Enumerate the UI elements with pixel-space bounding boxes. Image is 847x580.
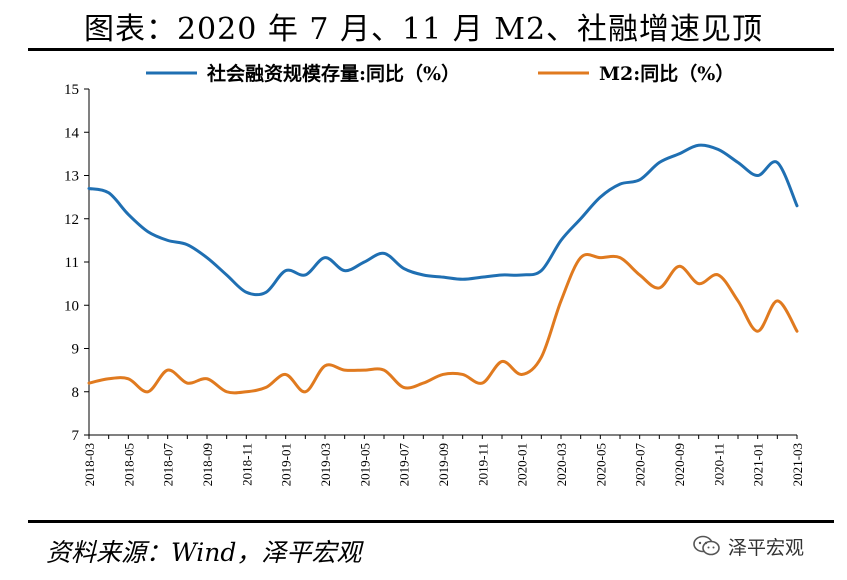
source-note: 资料来源：Wind，泽平宏观 — [46, 538, 362, 567]
x-tick-label: 2019-09 — [436, 443, 451, 486]
x-tick-label: 2018-05 — [121, 443, 136, 486]
x-tick-label: 2021-01 — [751, 443, 766, 486]
chart-title: 图表：2020 年 7 月、11 月 M2、社融增速见顶 — [83, 12, 764, 47]
x-tick-label: 2020-01 — [515, 443, 530, 486]
x-tick-label: 2020-07 — [633, 443, 648, 487]
x-tick-label: 2020-11 — [711, 443, 726, 486]
y-tick-label: 8 — [72, 385, 80, 401]
y-tick-label: 13 — [64, 169, 79, 185]
legend-label-2: M2:同比（%） — [599, 62, 734, 85]
watermark: 泽平宏观 — [692, 532, 804, 560]
x-tick-label: 2019-11 — [475, 443, 490, 486]
y-tick-label: 11 — [65, 255, 79, 271]
series-line-1 — [87, 143, 799, 297]
y-tick-label: 10 — [64, 298, 79, 314]
y-tick-label: 14 — [64, 125, 80, 141]
x-tick-label: 2018-07 — [161, 443, 176, 487]
wechat-icon — [693, 535, 720, 556]
x-tick-label: 2020-05 — [593, 443, 608, 486]
series-line-2 — [87, 253, 799, 395]
x-tick-label: 2018-03 — [82, 443, 97, 486]
x-tick-label: 2021-03 — [790, 443, 805, 486]
y-tick-label: 12 — [64, 212, 79, 228]
x-tick-label: 2019-03 — [318, 443, 333, 486]
x-tick-label: 2019-07 — [397, 443, 412, 487]
bottom-rule — [28, 520, 834, 523]
x-tick-label: 2020-03 — [554, 443, 569, 486]
x-tick-label: 2020-09 — [672, 443, 687, 486]
legend-label-1: 社会融资规模存量:同比（%） — [206, 62, 460, 85]
y-tick-label: 9 — [72, 342, 80, 358]
y-tick-label: 15 — [64, 82, 79, 98]
x-tick-label: 2019-05 — [357, 443, 372, 486]
top-rule — [28, 48, 834, 51]
watermark-text: 泽平宏观 — [728, 536, 805, 559]
x-tick-label: 2018-11 — [239, 443, 254, 486]
x-tick-label: 2018-09 — [200, 443, 215, 486]
y-tick-label: 7 — [72, 428, 80, 444]
x-tick-label: 2019-01 — [279, 443, 294, 486]
